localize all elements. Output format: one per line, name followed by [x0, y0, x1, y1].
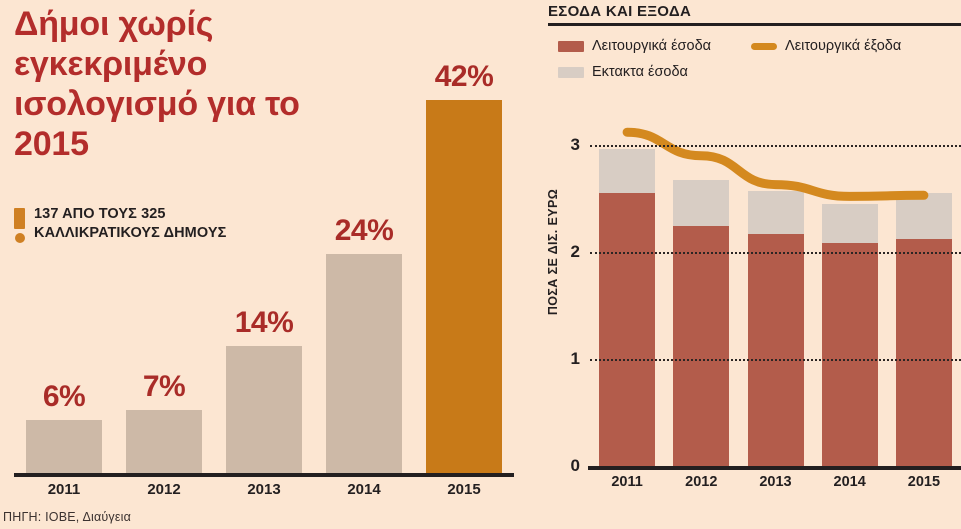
y-tick-2: 2: [570, 242, 580, 261]
exclamation-icon: [14, 208, 25, 243]
legend-swatch-icon: [558, 40, 584, 52]
x-label-2014: 2014: [833, 474, 866, 490]
bar-value-label: 24%: [334, 214, 394, 247]
bar-value-label: 6%: [42, 380, 86, 413]
bar-value-label: 42%: [434, 60, 494, 93]
x-label-2015: 2015: [447, 481, 481, 498]
expenses-line-path: [622, 127, 929, 201]
gridline-1: [590, 359, 961, 361]
bar-2013: [226, 346, 302, 475]
bar-segment-operating-2015: [895, 239, 952, 466]
x-label-2013: 2013: [247, 481, 281, 498]
stacked-bar-2011: [599, 149, 656, 466]
legend-row: Λειτουργικά έσοδα Λειτουργικά έξοδα: [558, 33, 958, 59]
stacked-bar-2013: [747, 191, 804, 466]
bar-segment-extra-2012: [673, 180, 730, 226]
bar-group-2012: 7%: [124, 60, 204, 475]
left-x-axis-labels: 2011 2012 2013 2014 2015: [18, 481, 510, 498]
right-panel: ΕΣΟΔΑ ΚΑΙ ΕΞΟΔΑ Λειτουργικά έσοδα Λειτουρ…: [520, 0, 961, 529]
stacked-bar-2015: [895, 193, 952, 466]
expenses-line-series: [622, 127, 929, 201]
right-panel-title: ΕΣΟΔΑ ΚΑΙ ΕΞΟΔΑ: [548, 3, 692, 20]
left-plot-area: 6% 7% 14% 24% 42%: [18, 60, 510, 475]
left-panel: Δήμοι χωρίς εγκεκριμένο ισολογισμό για τ…: [3, 5, 514, 524]
gridline-2: [590, 252, 961, 254]
bar-segment-extra-2015: [895, 193, 952, 239]
bar-2011: [26, 420, 102, 475]
x-label-2015: 2015: [907, 474, 941, 490]
bar-segment-extra-2013: [747, 191, 804, 234]
bar-2015: [426, 100, 502, 475]
bar-2014: [326, 254, 402, 475]
stacked-bar-2014: [821, 204, 878, 466]
bar-group-2013: 14%: [224, 60, 304, 475]
bar-value-label: 14%: [234, 306, 294, 339]
bar-segment-operating-2011: [599, 193, 656, 466]
bar-group-2015: 42%: [424, 60, 504, 475]
x-label-2011: 2011: [611, 474, 643, 490]
legend-item-1[interactable]: Λειτουργικά έξοδα: [751, 38, 901, 54]
legend-swatch-icon: [558, 66, 584, 78]
exclamation-stem: [14, 208, 25, 229]
bar-segment-operating-2013: [747, 234, 804, 466]
legend-label: Εκτακτα έσοδα: [592, 64, 688, 80]
gridline-3: [590, 145, 961, 147]
x-label-2011: 2011: [47, 481, 81, 498]
right-panel-rule: [548, 23, 961, 26]
bar-segment-operating-2014: [821, 243, 878, 466]
right-axis-line: [588, 466, 961, 470]
bar-chart-municipalities: 6% 7% 14% 24% 42%: [18, 60, 510, 475]
bar-2012: [126, 410, 202, 475]
y-tick-1: 1: [570, 349, 580, 368]
bar-segment-operating-2012: [673, 226, 730, 466]
bar-segment-extra-2011: [599, 149, 656, 193]
kicker-note: 137 ΑΠΟ ΤΟΥΣ 325 ΚΑΛΛΙΚΡΑΤΙΚΟΥΣ ΔΗΜΟΥΣ: [14, 205, 274, 243]
x-label-2014: 2014: [347, 481, 381, 498]
bar-value-label: 7%: [142, 370, 186, 403]
right-plot-area: [590, 120, 961, 466]
x-label-2012: 2012: [685, 474, 718, 490]
x-label-2013: 2013: [759, 474, 792, 490]
legend-item-2[interactable]: Εκτακτα έσοδα: [558, 64, 688, 80]
legend-label: Λειτουργικά έσοδα: [592, 38, 712, 54]
legend-label: Λειτουργικά έξοδα: [785, 38, 902, 54]
legend-row: Εκτακτα έσοδα: [558, 59, 958, 85]
x-label-2012: 2012: [147, 481, 181, 498]
stacked-bar-chart-revenues: ΠΟΣΑ ΣΕ ΔΙΣ. ΕΥΡΩ 2011 2012 2013 2014 2015 0…: [520, 0, 961, 529]
y-tick-0: 0: [570, 456, 580, 475]
exclamation-dot: [15, 233, 25, 243]
stacked-bar-2012: [673, 180, 730, 466]
page-title: Δήμοι χωρίς εγκεκριμένο ισολογισμό για τ…: [14, 5, 300, 163]
legend-item-0[interactable]: Λειτουργικά έσοδα: [558, 38, 711, 54]
bar-group-2014: 24%: [324, 60, 404, 475]
kicker-text: 137 ΑΠΟ ΤΟΥΣ 325 ΚΑΛΛΙΚΡΑΤΙΚΟΥΣ ΔΗΜΟΥΣ: [34, 206, 227, 241]
source-note: ΠΗΓΗ: ΙΟΒΕ, Διαύγεια: [3, 510, 132, 524]
left-axis-line: [14, 473, 514, 477]
y-tick-3: 3: [570, 135, 580, 154]
bar-group-2011: 6%: [24, 60, 104, 475]
bar-segment-extra-2014: [821, 204, 878, 243]
chart-legend: Λειτουργικά έσοδα Λειτουργικά έξοδα Εκτακτ…: [558, 33, 958, 85]
legend-swatch-icon: [751, 42, 778, 50]
